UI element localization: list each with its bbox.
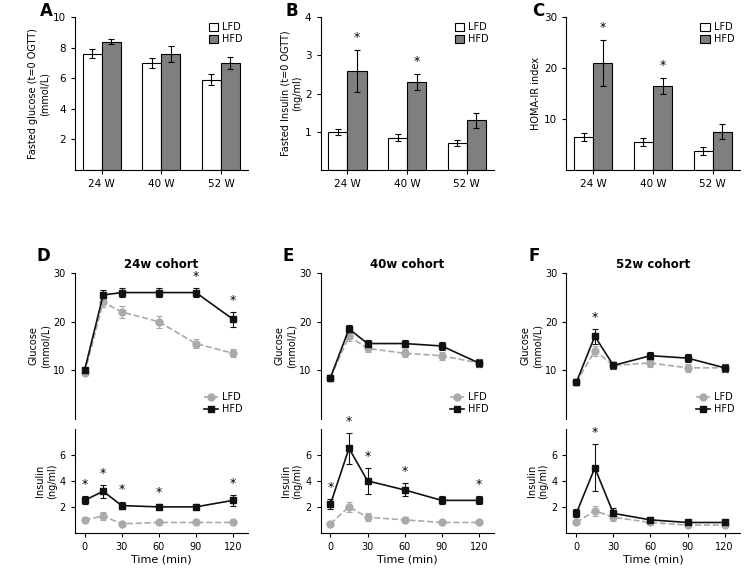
- Text: *: *: [346, 414, 352, 427]
- Title: 24w cohort: 24w cohort: [124, 258, 199, 270]
- Text: *: *: [414, 56, 420, 68]
- Y-axis label: Insulin
(ng/ml): Insulin (ng/ml): [35, 463, 57, 499]
- Text: *: *: [476, 478, 482, 491]
- Bar: [593, 63, 613, 170]
- Bar: [634, 142, 653, 170]
- Bar: [102, 42, 121, 170]
- Text: *: *: [327, 481, 334, 494]
- Y-axis label: Fasted glucose (t=0 OGTT)
(mmol/L): Fasted glucose (t=0 OGTT) (mmol/L): [28, 28, 50, 159]
- Text: *: *: [193, 270, 199, 282]
- Text: *: *: [592, 311, 598, 324]
- Text: B: B: [286, 2, 299, 20]
- Y-axis label: Glucose
(mmol/L): Glucose (mmol/L): [521, 324, 542, 368]
- Text: C: C: [532, 2, 544, 20]
- Bar: [407, 82, 427, 170]
- Bar: [142, 63, 161, 170]
- Bar: [347, 70, 367, 170]
- Text: *: *: [230, 477, 236, 490]
- Bar: [713, 132, 731, 170]
- Text: E: E: [282, 247, 294, 265]
- Bar: [83, 54, 102, 170]
- Text: A: A: [40, 2, 53, 20]
- Bar: [329, 132, 347, 170]
- Legend: LFD, HFD: LFD, HFD: [701, 22, 734, 44]
- Text: *: *: [119, 484, 125, 496]
- Legend: LFD, HFD: LFD, HFD: [204, 392, 243, 414]
- Y-axis label: Glucose
(mmol/L): Glucose (mmol/L): [275, 324, 297, 368]
- Y-axis label: Insulin
(ng/ml): Insulin (ng/ml): [281, 463, 303, 499]
- Text: *: *: [155, 486, 162, 499]
- Bar: [388, 138, 407, 170]
- Text: *: *: [230, 294, 236, 307]
- Y-axis label: HOMA-IR index: HOMA-IR index: [531, 57, 542, 130]
- Legend: LFD, HFD: LFD, HFD: [450, 392, 489, 414]
- Legend: LFD, HFD: LFD, HFD: [208, 22, 243, 44]
- Y-axis label: Fasted Insulin (t=0 OGTT)
(ng/ml): Fasted Insulin (t=0 OGTT) (ng/ml): [281, 31, 302, 156]
- Text: *: *: [100, 466, 106, 480]
- Bar: [221, 63, 240, 170]
- Bar: [653, 86, 672, 170]
- Text: D: D: [37, 247, 50, 265]
- Text: *: *: [354, 30, 360, 44]
- Title: 40w cohort: 40w cohort: [370, 258, 444, 270]
- Bar: [202, 80, 221, 170]
- Text: *: *: [660, 59, 666, 72]
- Text: *: *: [365, 450, 371, 462]
- Y-axis label: Insulin
(ng/ml): Insulin (ng/ml): [527, 463, 548, 499]
- Text: *: *: [402, 465, 408, 478]
- Bar: [447, 143, 467, 170]
- X-axis label: Time (min): Time (min): [623, 555, 684, 565]
- Text: *: *: [81, 478, 87, 491]
- Bar: [161, 54, 180, 170]
- Text: *: *: [600, 21, 606, 34]
- Legend: LFD, HFD: LFD, HFD: [455, 22, 489, 44]
- Title: 52w cohort: 52w cohort: [616, 258, 690, 270]
- X-axis label: Time (min): Time (min): [376, 555, 438, 565]
- Bar: [693, 151, 713, 170]
- Legend: LFD, HFD: LFD, HFD: [695, 392, 734, 414]
- Text: *: *: [592, 426, 598, 439]
- Y-axis label: Glucose
(mmol/L): Glucose (mmol/L): [29, 324, 51, 368]
- Bar: [574, 137, 593, 170]
- Text: F: F: [528, 247, 539, 265]
- X-axis label: Time (min): Time (min): [131, 555, 191, 565]
- Bar: [467, 120, 486, 170]
